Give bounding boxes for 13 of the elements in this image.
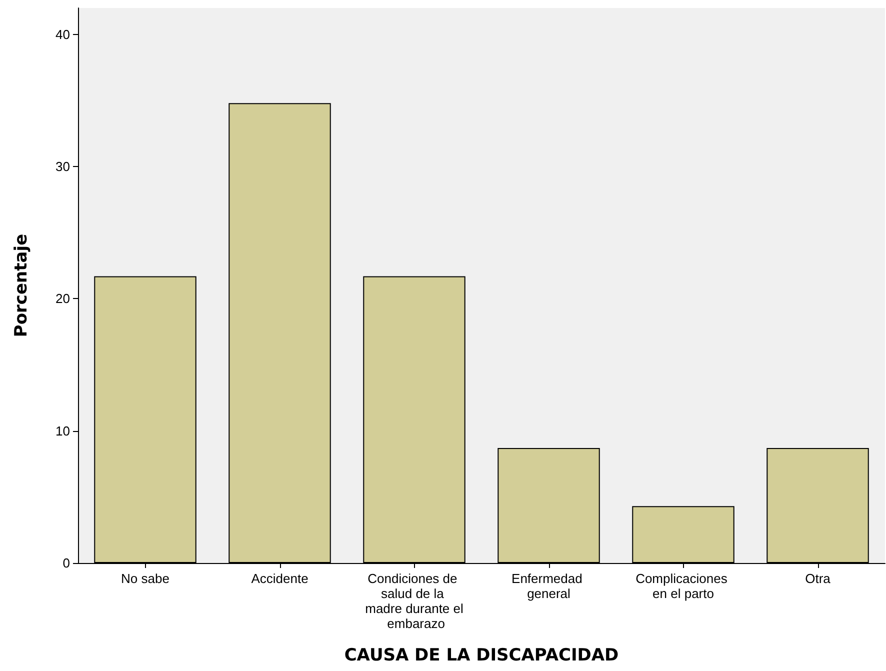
x-tick-label: Complicaciones en el parto (636, 571, 731, 601)
y-tick-label: 40 (56, 26, 70, 42)
x-tick-label: Otra (805, 571, 832, 586)
y-tick-label: 0 (62, 556, 70, 570)
y-tick-label: 20 (56, 291, 70, 306)
y-axis-title: Porcentaje (12, 234, 32, 338)
x-tick-label: Accidente (251, 571, 308, 586)
x-axis-title: CAUSA DE LA DISCAPACIDAD (344, 646, 619, 666)
y-tick-label: 30 (56, 159, 70, 174)
x-tick-label: Condiciones de salud de la madre durante el embarazo (365, 571, 464, 631)
y-tick-label: 10 (56, 423, 70, 438)
x-tick-label: No sabe (121, 571, 170, 586)
x-tick-label: Enfermedad general (512, 571, 586, 601)
